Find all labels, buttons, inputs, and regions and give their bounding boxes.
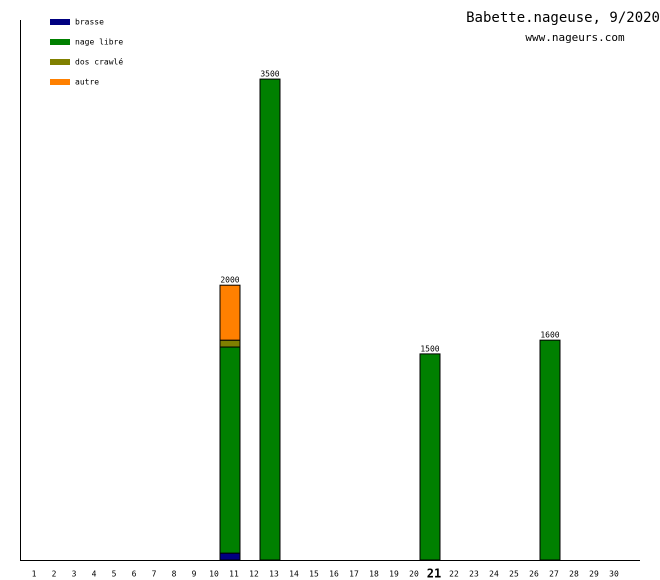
bar-segment	[419, 353, 441, 561]
x-tick-label: 14	[289, 570, 299, 579]
x-tick-label: 16	[329, 570, 339, 579]
bar-segment	[259, 78, 281, 561]
bar-segment	[219, 339, 241, 348]
legend-label: nage libre	[75, 38, 123, 47]
x-tick-label: 23	[469, 570, 479, 579]
total-label: 3500	[260, 70, 279, 79]
x-tick-label: 20	[409, 570, 419, 579]
x-tick-label: 27	[549, 570, 559, 579]
legend-swatch	[50, 19, 70, 25]
x-tick-label: 26	[529, 570, 539, 579]
x-tick-label: 2	[52, 570, 57, 579]
x-tick-label: 13	[269, 570, 279, 579]
legend-swatch	[50, 39, 70, 45]
x-tick-label: 18	[369, 570, 379, 579]
x-tick-label: 30	[609, 570, 619, 579]
x-tick-label: 17	[349, 570, 359, 579]
legend-label: brasse	[75, 18, 104, 27]
x-tick-label: 21	[427, 567, 441, 580]
x-tick-label: 12	[249, 570, 259, 579]
x-tick-label: 29	[589, 570, 599, 579]
bar-segment	[219, 284, 241, 341]
chart-subtitle: www.nageurs.com	[525, 31, 625, 44]
legend-label: dos crawlé	[75, 57, 123, 67]
total-label: 2000	[220, 276, 239, 285]
x-tick-label: 24	[489, 570, 499, 579]
x-tick-label: 25	[509, 570, 519, 579]
x-tick-label: 11	[229, 570, 239, 579]
x-tick-label: 8	[172, 570, 177, 579]
x-tick-label: 3	[72, 570, 77, 579]
x-tick-label: 19	[389, 570, 399, 579]
x-tick-label: 4	[92, 570, 97, 579]
x-tick-label: 5	[112, 570, 117, 579]
x-tick-label: 15	[309, 570, 319, 579]
legend-swatch	[50, 79, 70, 85]
x-tick-label: 1	[32, 570, 37, 579]
legend-label: autre	[75, 78, 99, 87]
x-tick-label: 7	[152, 570, 157, 579]
legend-swatch	[50, 59, 70, 65]
bar-segment	[219, 552, 241, 561]
x-tick-label: 22	[449, 570, 459, 579]
bar-segment	[219, 346, 241, 554]
x-tick-label: 6	[132, 570, 137, 579]
x-tick-label: 28	[569, 570, 579, 579]
total-label: 1600	[540, 331, 559, 340]
chart-title: Babette.nageuse, 9/2020	[466, 10, 660, 26]
total-label: 1500	[420, 344, 439, 353]
x-tick-label: 9	[192, 570, 197, 579]
x-tick-label: 10	[209, 570, 219, 579]
bar-segment	[539, 339, 561, 561]
